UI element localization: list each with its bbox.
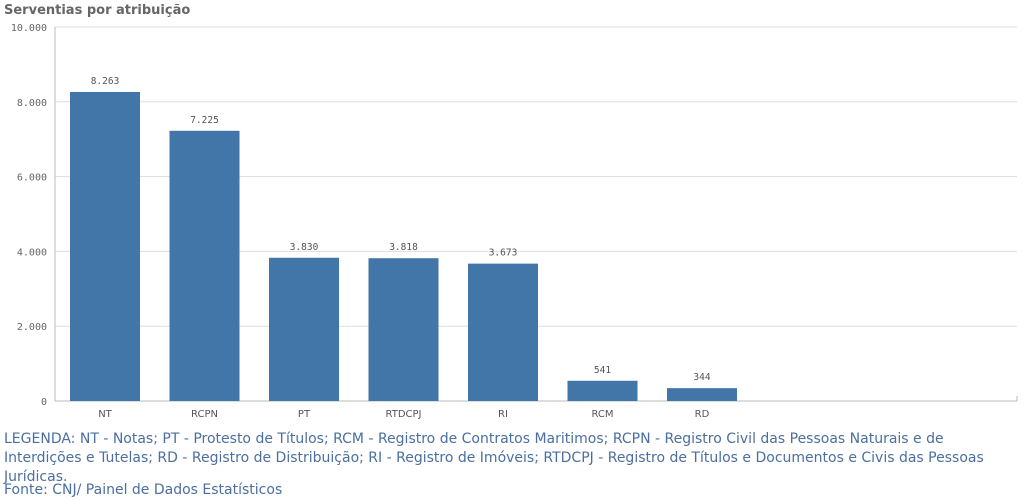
bar-chart: 0 2.000 4.000 6.000 8.000 10.000 8.263 NT 7.225 R… bbox=[11, 23, 1018, 420]
x-tick-label: RTDCPJ bbox=[386, 409, 422, 420]
bar-pt bbox=[269, 257, 339, 401]
y-tick-label: 2.000 bbox=[17, 322, 47, 333]
y-tick-label: 4.000 bbox=[17, 247, 47, 258]
data-label: 3.673 bbox=[489, 248, 518, 259]
x-tick-label: RI bbox=[498, 409, 508, 420]
chart-title: Serventias por atribuição bbox=[4, 3, 191, 18]
labels: 0 2.000 4.000 6.000 8.000 10.000 8.263 NT 7.225 R… bbox=[11, 23, 711, 420]
x-tick-label: NT bbox=[98, 409, 112, 420]
source-text: Fonte: CNJ/ Painel de Dados Estatísticos bbox=[4, 482, 283, 498]
y-tick-label: 0 bbox=[41, 397, 47, 408]
x-tick-label: RCPN bbox=[191, 409, 218, 420]
y-tick-label: 8.000 bbox=[17, 98, 47, 109]
data-label: 541 bbox=[594, 365, 611, 376]
data-label: 8.263 bbox=[91, 76, 120, 87]
bar-nt bbox=[70, 91, 140, 401]
y-tick-label: 6.000 bbox=[17, 173, 47, 184]
x-tick-label: RCM bbox=[591, 409, 613, 420]
x-tick-label: PT bbox=[298, 409, 311, 420]
x-tick-label: RD bbox=[695, 409, 710, 420]
data-label: 344 bbox=[693, 372, 710, 383]
y-tick-label: 10.000 bbox=[11, 23, 47, 34]
data-label: 3.830 bbox=[290, 242, 319, 253]
legend-text: LEGENDA: NT - Notas; PT - Protesto de Tí… bbox=[4, 431, 984, 485]
data-label: 7.225 bbox=[190, 115, 219, 126]
bar-rtdcpj bbox=[368, 258, 439, 401]
bar-rd bbox=[667, 388, 737, 401]
bar-rcm bbox=[567, 380, 638, 401]
bar-rcpn bbox=[169, 130, 240, 401]
bar-ri bbox=[468, 263, 538, 401]
bars bbox=[70, 91, 737, 401]
data-label: 3.818 bbox=[389, 242, 418, 253]
